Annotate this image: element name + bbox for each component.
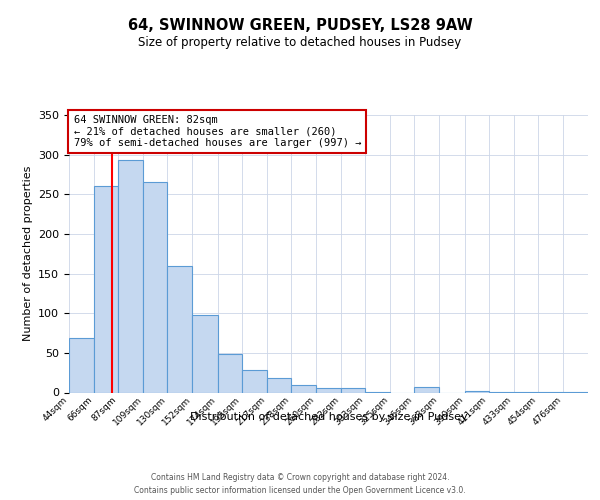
Bar <box>193 315 218 392</box>
Text: 64 SWINNOW GREEN: 82sqm
← 21% of detached houses are smaller (260)
79% of semi-d: 64 SWINNOW GREEN: 82sqm ← 21% of detache… <box>74 115 361 148</box>
Bar <box>218 354 242 393</box>
Bar <box>414 387 439 392</box>
Bar <box>267 378 291 392</box>
Bar <box>167 266 193 392</box>
Bar <box>316 388 341 392</box>
Bar <box>291 384 316 392</box>
Text: Contains HM Land Registry data © Crown copyright and database right 2024.: Contains HM Land Registry data © Crown c… <box>151 472 449 482</box>
Bar <box>69 338 94 392</box>
Bar <box>464 391 488 392</box>
Bar <box>94 186 118 392</box>
Y-axis label: Number of detached properties: Number of detached properties <box>23 166 32 342</box>
Text: Size of property relative to detached houses in Pudsey: Size of property relative to detached ho… <box>139 36 461 49</box>
Text: Contains public sector information licensed under the Open Government Licence v3: Contains public sector information licen… <box>134 486 466 495</box>
Bar <box>118 160 143 392</box>
Text: 64, SWINNOW GREEN, PUDSEY, LS28 9AW: 64, SWINNOW GREEN, PUDSEY, LS28 9AW <box>128 18 472 32</box>
Bar <box>341 388 365 392</box>
Text: Distribution of detached houses by size in Pudsey: Distribution of detached houses by size … <box>190 412 467 422</box>
Bar <box>143 182 167 392</box>
Bar <box>242 370 267 392</box>
